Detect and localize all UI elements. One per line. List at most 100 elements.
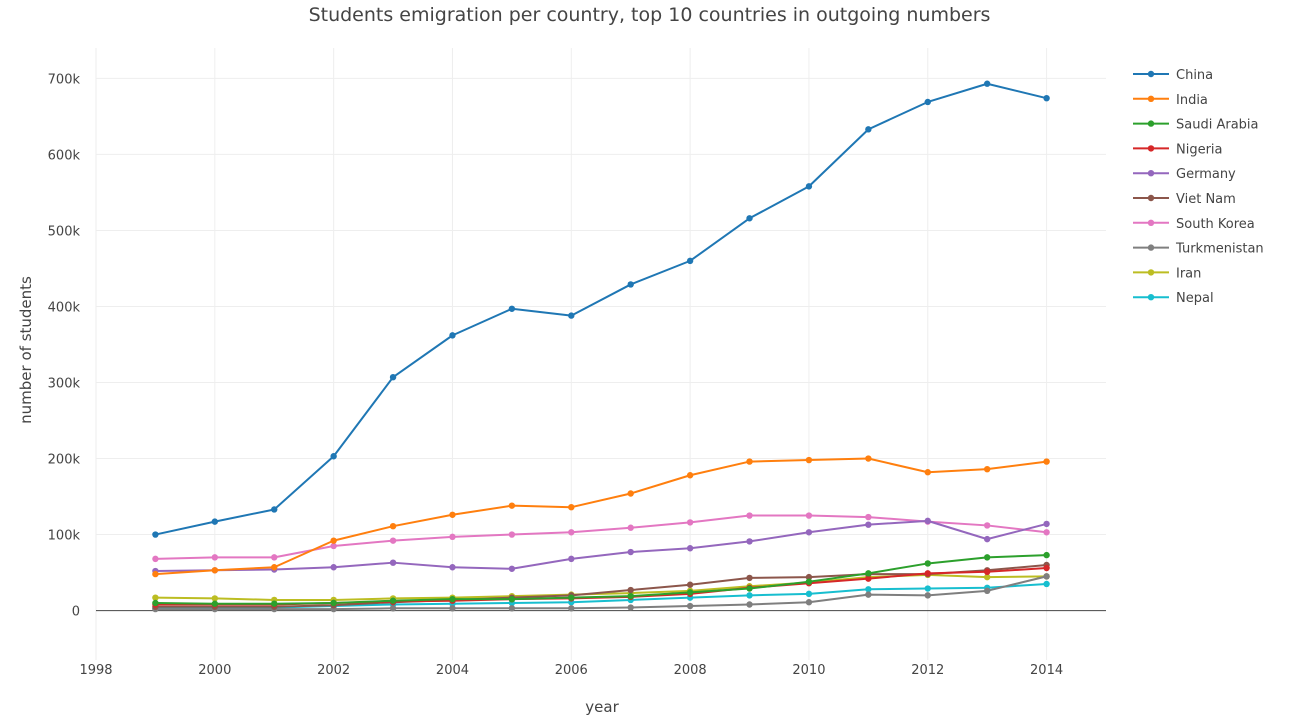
data-point[interactable]: [330, 453, 337, 460]
data-point[interactable]: [330, 564, 337, 571]
data-point[interactable]: [1043, 551, 1050, 559]
data-point[interactable]: [211, 554, 219, 561]
data-point[interactable]: [508, 502, 516, 509]
legend-item[interactable]: India: [1133, 93, 1208, 108]
data-point[interactable]: [271, 506, 278, 513]
data-point[interactable]: [924, 585, 931, 592]
data-point[interactable]: [686, 589, 694, 596]
data-point[interactable]: [152, 531, 159, 538]
data-point[interactable]: [627, 592, 634, 600]
data-point[interactable]: [449, 595, 456, 603]
data-point[interactable]: [805, 578, 813, 585]
data-point[interactable]: [152, 555, 159, 563]
data-point[interactable]: [746, 215, 753, 222]
data-point[interactable]: [627, 548, 634, 556]
data-point[interactable]: [746, 574, 753, 582]
data-point[interactable]: [865, 513, 872, 521]
data-point[interactable]: [1043, 573, 1050, 580]
data-point[interactable]: [568, 555, 575, 563]
data-point[interactable]: [389, 537, 397, 544]
data-point[interactable]: [983, 522, 991, 529]
data-point[interactable]: [686, 472, 694, 479]
data-point[interactable]: [508, 531, 516, 538]
data-point[interactable]: [805, 512, 813, 519]
data-point[interactable]: [508, 565, 516, 572]
data-point[interactable]: [508, 305, 516, 312]
data-point[interactable]: [152, 599, 159, 607]
data-point[interactable]: [983, 465, 991, 473]
data-point[interactable]: [983, 535, 991, 543]
legend-item[interactable]: Nigeria: [1133, 142, 1223, 157]
data-point[interactable]: [686, 257, 694, 265]
data-point[interactable]: [568, 594, 575, 601]
data-point[interactable]: [1043, 529, 1050, 536]
legend-item[interactable]: South Korea: [1133, 217, 1255, 232]
data-point[interactable]: [568, 605, 575, 612]
data-point[interactable]: [865, 521, 872, 528]
data-point[interactable]: [1043, 458, 1050, 465]
data-point[interactable]: [449, 605, 456, 612]
data-point[interactable]: [865, 575, 872, 582]
data-point[interactable]: [449, 564, 456, 571]
legend-item[interactable]: Turkmenistan: [1133, 242, 1264, 257]
data-point[interactable]: [686, 602, 694, 610]
data-point[interactable]: [389, 597, 397, 604]
data-point[interactable]: [627, 604, 634, 611]
data-point[interactable]: [805, 183, 813, 190]
data-point[interactable]: [686, 519, 694, 526]
data-point[interactable]: [865, 591, 872, 598]
data-point[interactable]: [686, 545, 694, 552]
data-point[interactable]: [746, 512, 753, 519]
data-point[interactable]: [568, 503, 575, 511]
data-point[interactable]: [449, 533, 456, 541]
data-point[interactable]: [568, 529, 575, 536]
data-point[interactable]: [271, 564, 278, 571]
data-point[interactable]: [271, 554, 278, 561]
data-point[interactable]: [389, 522, 397, 530]
data-point[interactable]: [983, 80, 991, 87]
legend-item[interactable]: China: [1133, 68, 1213, 83]
legend-item[interactable]: Saudi Arabia: [1133, 118, 1259, 133]
legend-item[interactable]: Viet Nam: [1133, 192, 1236, 207]
data-point[interactable]: [627, 490, 634, 497]
data-point[interactable]: [924, 517, 931, 525]
legend-item[interactable]: Iran: [1133, 266, 1201, 281]
legend-item[interactable]: Nepal: [1133, 291, 1214, 306]
data-point[interactable]: [449, 332, 456, 339]
data-point[interactable]: [449, 511, 456, 518]
data-point[interactable]: [746, 585, 753, 592]
data-point[interactable]: [508, 595, 516, 603]
data-point[interactable]: [389, 373, 397, 381]
data-point[interactable]: [1043, 520, 1050, 528]
data-point[interactable]: [211, 595, 219, 602]
legend-item[interactable]: Germany: [1133, 167, 1236, 182]
data-point[interactable]: [1043, 580, 1050, 588]
data-point[interactable]: [389, 605, 397, 612]
data-point[interactable]: [330, 599, 337, 607]
data-point[interactable]: [983, 568, 991, 576]
data-point[interactable]: [865, 586, 872, 593]
data-point[interactable]: [924, 592, 931, 599]
data-point[interactable]: [924, 570, 931, 577]
data-point[interactable]: [865, 126, 872, 133]
data-point[interactable]: [686, 581, 694, 588]
data-point[interactable]: [508, 605, 516, 612]
data-point[interactable]: [924, 98, 931, 106]
legend[interactable]: China India Saudi Arabia Nigeria Germany Viet…: [1133, 68, 1264, 306]
data-point[interactable]: [211, 518, 219, 525]
data-point[interactable]: [568, 312, 575, 319]
data-point[interactable]: [271, 600, 278, 607]
data-point[interactable]: [211, 567, 219, 574]
data-point[interactable]: [805, 529, 813, 536]
data-point[interactable]: [152, 570, 159, 578]
data-point[interactable]: [746, 458, 753, 465]
data-point[interactable]: [627, 524, 634, 531]
data-point[interactable]: [330, 542, 337, 550]
data-point[interactable]: [627, 586, 634, 594]
data-point[interactable]: [152, 594, 159, 601]
data-point[interactable]: [330, 537, 337, 544]
data-point[interactable]: [211, 600, 219, 607]
data-point[interactable]: [1043, 94, 1050, 102]
data-point[interactable]: [983, 573, 991, 581]
data-point[interactable]: [924, 560, 931, 567]
